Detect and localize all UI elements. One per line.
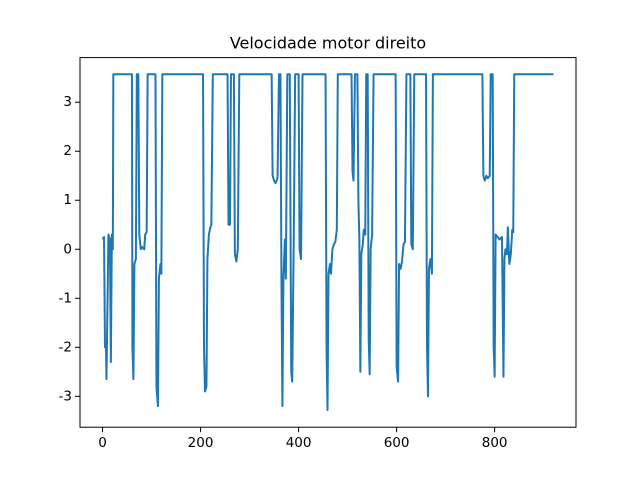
x-tick-label: 200 [188,435,214,451]
y-tick-label: -1 [59,290,72,306]
y-tick-label: 1 [63,192,72,208]
x-tick-label: 600 [384,435,410,451]
y-tick-label: 2 [63,143,72,159]
x-tick-label: 0 [98,435,107,451]
x-tick-label: 800 [482,435,508,451]
x-tick-label: 400 [286,435,312,451]
y-tick-label: -3 [59,388,72,404]
data-line [101,73,554,412]
axes-frame [79,57,577,428]
y-tick-label: 0 [63,241,72,257]
y-tick-label: 3 [63,94,72,110]
chart-title: Velocidade motor direito [230,34,426,53]
y-tick-label: -2 [59,339,72,355]
